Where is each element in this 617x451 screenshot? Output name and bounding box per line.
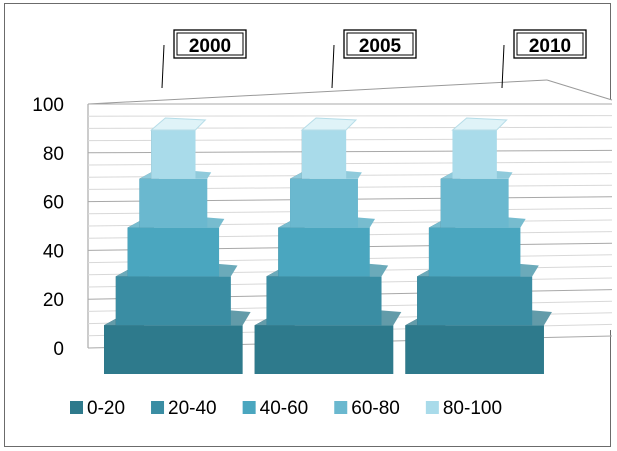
category-label-box	[343, 29, 417, 59]
legend-label: 40-60	[260, 398, 309, 419]
y-tick-label: 60	[43, 193, 64, 214]
legend-swatch	[151, 401, 165, 414]
category-label: 2005	[359, 36, 402, 57]
category-label-box	[513, 29, 587, 59]
bar-cap	[300, 117, 358, 131]
bar-segment	[278, 227, 370, 277]
legend-item: 0-20	[70, 398, 125, 419]
bar-stack-2010	[405, 117, 552, 374]
category-label-box	[173, 29, 247, 59]
bar-segment	[266, 276, 382, 326]
bar-segment	[139, 178, 208, 228]
category-leader-line	[161, 44, 165, 89]
legend-item: 80-100	[425, 398, 502, 419]
legend-swatch	[242, 401, 256, 414]
category-leader-line	[501, 44, 505, 89]
category-label-inner-box	[516, 32, 584, 56]
legend-label: 80-100	[443, 398, 502, 419]
bar-stack-2000	[104, 117, 251, 374]
legend: 0-20 20-40 40-60 60-80 80-100	[70, 398, 502, 419]
bar-segment	[417, 276, 533, 326]
bar-cap	[149, 117, 207, 131]
bar-segment	[115, 276, 231, 326]
x-axis: 2000 2005 2010	[161, 29, 587, 89]
category-label: 2010	[529, 36, 571, 57]
legend-label: 20-40	[168, 398, 217, 419]
category-label-inner-box	[176, 32, 244, 56]
minor-gridline	[87, 115, 613, 117]
legend-label: 0-20	[87, 398, 125, 419]
legend-item: 20-40	[151, 398, 217, 419]
bar-segment	[127, 227, 220, 277]
bar-segment	[301, 130, 347, 179]
legend-item: 60-80	[334, 398, 400, 419]
y-axis: 0 20 40 60 80 100	[32, 95, 64, 360]
wall-side-edge	[546, 79, 613, 101]
bar-segment	[290, 178, 358, 228]
bar-segment	[405, 325, 544, 374]
bar-segment	[104, 325, 243, 374]
bar-segment	[452, 130, 497, 179]
bars	[104, 117, 552, 374]
legend-item: 40-60	[242, 398, 309, 419]
legend-swatch	[425, 401, 439, 414]
legend-swatch	[334, 401, 348, 414]
y-tick-label: 20	[43, 290, 64, 311]
y-tick-label: 80	[43, 144, 64, 165]
y-tick-label: 40	[43, 241, 64, 262]
y-tick-label: 0	[53, 339, 64, 360]
bar-cap	[451, 117, 508, 131]
category-label-inner-box	[346, 32, 414, 56]
bar-segment	[254, 325, 394, 374]
legend-label: 60-80	[351, 398, 400, 419]
y-tick-label: 100	[32, 95, 64, 116]
legend-swatch	[70, 401, 83, 414]
bar-stack-2005	[254, 117, 402, 374]
bar-segment	[151, 130, 196, 179]
category-label: 2000	[189, 36, 231, 57]
bar-segment	[428, 227, 521, 277]
bar-segment	[440, 178, 509, 228]
wall-top-edge	[87, 79, 548, 105]
category-leader-line	[331, 44, 335, 89]
